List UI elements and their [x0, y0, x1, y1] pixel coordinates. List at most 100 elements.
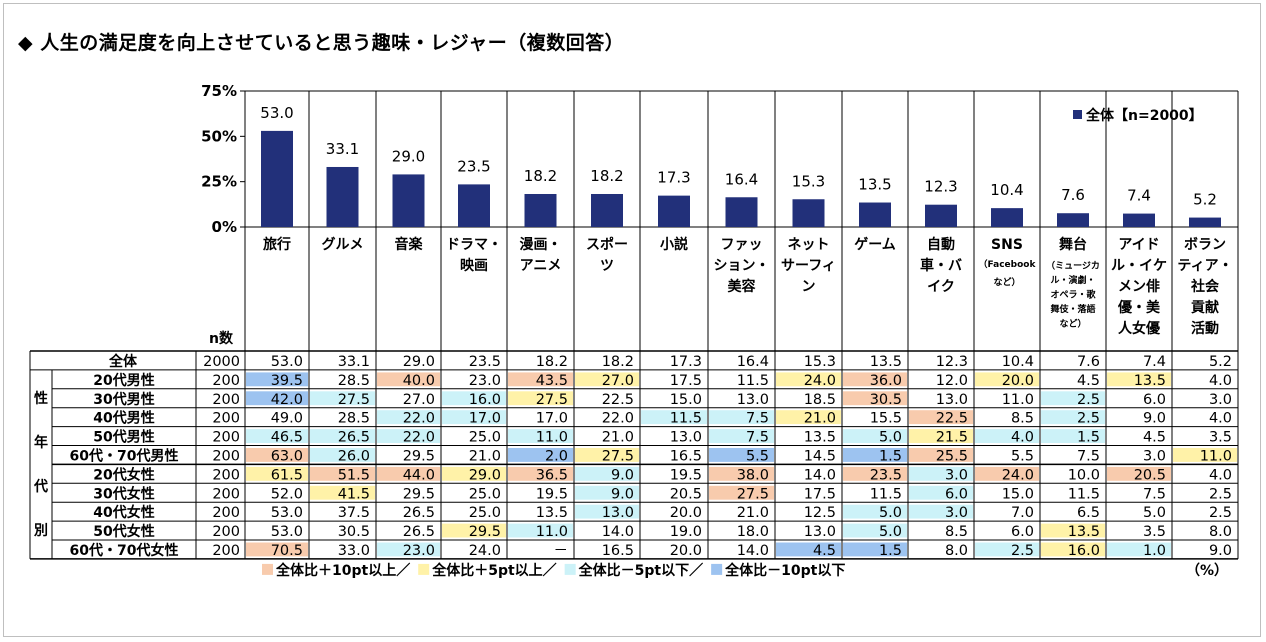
- table-cell: 13.0: [936, 392, 968, 408]
- highlight-cell: [508, 448, 573, 462]
- category-label: 社会: [1190, 278, 1220, 295]
- table-cell: 13.0: [670, 430, 702, 446]
- table-cell: 4.0: [1209, 411, 1232, 427]
- table-cell: 19.5: [670, 467, 702, 483]
- row-n: 200: [212, 543, 240, 559]
- table-cell: 29.0: [403, 354, 435, 370]
- bar-value-label: 33.1: [326, 140, 359, 158]
- table-cell: 9.0: [1209, 543, 1232, 559]
- highlight-cell: [843, 523, 907, 538]
- table-cell: 7.5: [746, 430, 769, 446]
- table-cell: 41.5: [338, 486, 370, 502]
- category-label: ティア・: [1177, 258, 1232, 274]
- bar: [261, 130, 293, 227]
- table-cell: 23.5: [870, 467, 902, 483]
- highlight-cell: [575, 485, 639, 500]
- highlight-cell: [843, 429, 907, 443]
- table-cell: 19.5: [536, 486, 568, 502]
- highlight-cell: [246, 391, 308, 406]
- bar-value-label: 12.3: [924, 178, 957, 196]
- table-cell: 7.4: [1143, 354, 1166, 370]
- row-label: 30代女性: [93, 485, 154, 502]
- y-tick-label: 25%: [201, 173, 237, 191]
- table-cell: 7.6: [1077, 354, 1100, 370]
- table-cell: 27.0: [602, 373, 634, 389]
- category-label: 優・美: [1117, 299, 1161, 316]
- table-cell: 21.5: [936, 430, 968, 446]
- table-cell: 20.5: [670, 486, 702, 502]
- category-label: ション・: [714, 258, 770, 274]
- table-cell: 4.0: [1209, 373, 1232, 389]
- highlight-cell: [975, 372, 1039, 387]
- highlight-cell: [508, 429, 573, 443]
- highlight-legend-label: 全体比＋10pt以上／: [275, 562, 410, 579]
- table-cell: 2.5: [1209, 486, 1232, 502]
- table-cell: 16.0: [1068, 543, 1100, 559]
- table-cell: 14.0: [804, 467, 836, 483]
- bar-value-label: 23.5: [457, 157, 490, 175]
- highlight-cell: [843, 448, 907, 462]
- highlight-legend-swatch: [711, 563, 723, 575]
- highlight-cell: [975, 542, 1039, 557]
- highlight-cell: [508, 523, 573, 538]
- table-cell: 19.0: [670, 524, 702, 540]
- highlight-cell: [246, 448, 308, 462]
- category-label: 美容: [728, 278, 756, 295]
- table-cell: 5.0: [879, 505, 902, 521]
- table-cell: 22.5: [602, 392, 634, 408]
- highlight-cell: [575, 466, 639, 481]
- row-n: 200: [212, 505, 240, 521]
- table-cell: 13.0: [737, 392, 769, 408]
- table-cell: 42.0: [271, 392, 303, 408]
- table-cell: 1.5: [1077, 430, 1100, 446]
- highlight-cell: [442, 523, 506, 538]
- group-label-char: 性: [34, 390, 48, 407]
- table-cell: 23.5: [469, 354, 501, 370]
- highlight-cell: [508, 391, 573, 406]
- highlight-cell: [377, 466, 440, 481]
- highlight-cell: [310, 466, 375, 481]
- table-cell: 13.5: [1068, 524, 1100, 540]
- highlight-cell: [1041, 391, 1105, 406]
- table-cell: 26.5: [338, 430, 370, 446]
- legend-swatch: [1073, 110, 1082, 119]
- bar-value-label: 18.2: [590, 167, 623, 185]
- table-cell: 13.0: [804, 524, 836, 540]
- row-n: 200: [212, 373, 240, 389]
- table-cell: 5.5: [1011, 449, 1034, 465]
- highlight-cell: [377, 429, 440, 443]
- table-cell: 14.5: [804, 449, 836, 465]
- bar: [725, 197, 758, 227]
- table-cell: 15.0: [1002, 486, 1034, 502]
- row-n: 2000: [203, 354, 240, 370]
- category-label: アイド: [1118, 237, 1159, 253]
- row-n: 200: [212, 392, 240, 408]
- bar-value-label: 7.6: [1061, 186, 1085, 204]
- table-cell: 18.2: [602, 354, 634, 370]
- category-label: 人女優: [1118, 320, 1161, 337]
- row-label: 50代女性: [93, 523, 154, 540]
- highlight-legend-swatch: [418, 563, 430, 575]
- highlight-legend-label: 全体比－5pt以下／: [578, 562, 703, 579]
- row-n: 200: [212, 449, 240, 465]
- table-cell: 13.5: [870, 354, 902, 370]
- table-cell: 3.0: [1209, 392, 1232, 408]
- bar-value-label: 7.4: [1127, 187, 1151, 205]
- table-cell: 25.0: [469, 430, 501, 446]
- table-cell: 17.0: [469, 411, 501, 427]
- table-cell: 4.5: [1143, 430, 1166, 446]
- table-cell: 38.0: [737, 467, 769, 483]
- category-label: 車・バ: [920, 257, 962, 274]
- highlight-legend-label: 全体比－10pt以下: [724, 562, 845, 579]
- table-cell: 2.5: [1077, 392, 1100, 408]
- highlight-cell: [246, 466, 308, 481]
- table-cell: 25.0: [469, 505, 501, 521]
- row-n: 200: [212, 411, 240, 427]
- table-cell: 27.0: [403, 392, 435, 408]
- bar: [524, 193, 557, 227]
- row-n: 200: [212, 524, 240, 540]
- row-label: 20代男性: [93, 372, 154, 389]
- category-label: ネット: [788, 237, 830, 253]
- highlight-cell: [442, 466, 506, 481]
